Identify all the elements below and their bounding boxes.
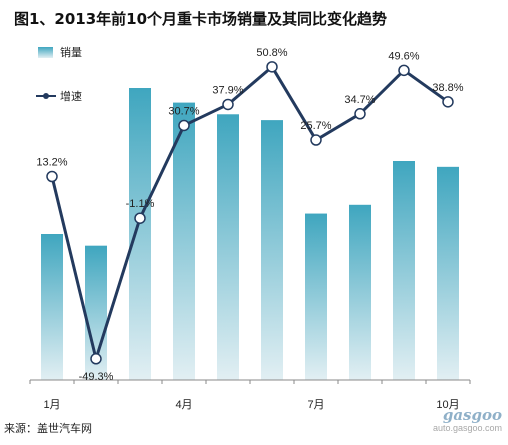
growth-data-label: 30.7%	[168, 105, 199, 117]
watermark-url: auto.gasgoo.com	[432, 423, 502, 433]
x-ticks-group: 1月 4月 7月 10月	[29, 380, 471, 411]
growth-line-group: 13.2% -49.3% -1.1% 30.7% 37.9% 50.8% 25.7% 34.7…	[36, 47, 463, 383]
sales-bar	[217, 114, 239, 380]
sales-bar	[305, 213, 327, 380]
legend-bar-swatch	[38, 47, 53, 58]
watermark: gasgoo auto.gasgoo.com	[433, 408, 502, 434]
sales-bar	[173, 102, 195, 380]
growth-point	[178, 119, 190, 132]
growth-point	[134, 212, 146, 224]
growth-data-label: 49.6%	[388, 50, 419, 62]
growth-line	[50, 65, 449, 361]
sales-bar	[261, 120, 283, 381]
x-tick-label: 1月	[43, 399, 60, 411]
watermark-logo: gasgoo	[442, 406, 502, 424]
growth-data-label: -49.3%	[79, 371, 114, 383]
growth-data-label: 50.8%	[256, 47, 287, 59]
legend-label-growth: 增速	[60, 89, 82, 103]
growth-point	[90, 353, 102, 365]
growth-data-label: 13.2%	[36, 157, 67, 169]
growth-point	[310, 134, 322, 146]
source-note: 来源：盖世汽车网	[4, 422, 92, 435]
chart-title: 图1、2013年前10个月重卡市场销量及其同比变化趋势	[14, 10, 388, 28]
x-tick-label: 7月	[307, 399, 324, 411]
bars-group	[41, 88, 459, 381]
sales-bar	[393, 161, 415, 380]
growth-point	[266, 61, 278, 73]
growth-data-label: 34.7%	[344, 94, 375, 106]
growth-point	[354, 108, 366, 120]
legend-label-sales: 销量	[60, 45, 82, 59]
sales-bar	[437, 166, 459, 380]
growth-point	[442, 96, 454, 108]
growth-data-label: 37.9%	[212, 84, 243, 96]
sales-bar	[85, 245, 107, 380]
growth-data-label: -1.1%	[126, 198, 155, 210]
legend-line-marker	[43, 93, 49, 99]
growth-point	[46, 170, 58, 183]
legend: 销量 增速	[36, 45, 82, 103]
growth-point	[222, 98, 234, 111]
growth-data-label: 25.7%	[300, 120, 331, 132]
growth-data-label: 38.8%	[432, 82, 463, 94]
sales-bar	[349, 204, 371, 380]
sales-bar	[41, 234, 63, 380]
x-tick-label: 4月	[175, 399, 192, 411]
sales-bar	[129, 88, 151, 380]
growth-point	[398, 64, 410, 77]
x-tick-label: 10月	[436, 399, 459, 411]
